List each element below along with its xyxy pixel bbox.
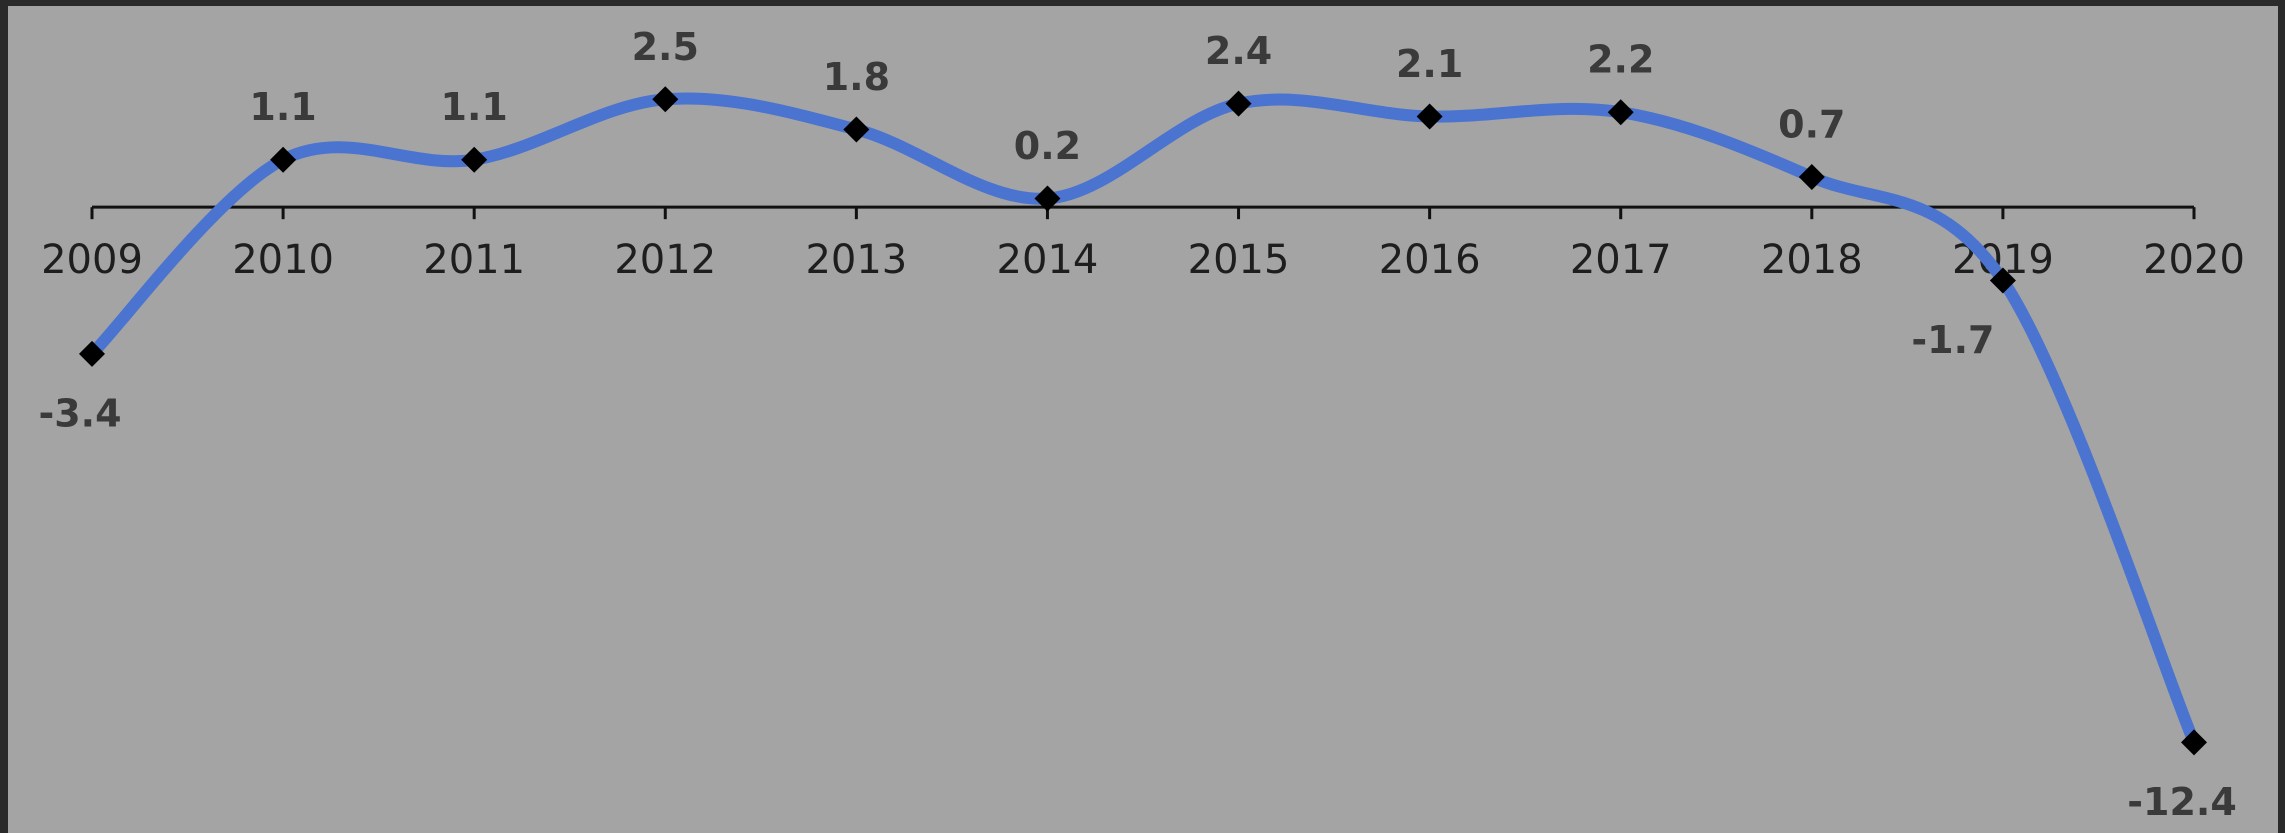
x-tick-label: 2010 [232,237,334,283]
value-label: 2.5 [632,25,699,69]
x-tick-label: 2012 [614,237,716,283]
value-label: -12.4 [2127,780,2237,824]
value-label: 1.1 [441,85,508,129]
x-tick-label: 2018 [1761,237,1863,283]
x-tick-label: 2020 [2143,237,2245,283]
value-label: 1.8 [823,55,890,99]
value-label: -3.4 [38,391,121,435]
page: {"chart_data": {"type": "line", "x": [20… [0,0,2285,833]
value-label: 0.7 [1778,102,1845,146]
value-label: 2.1 [1396,42,1463,86]
x-tick-label: 2015 [1188,237,1290,283]
x-tick-label: 2013 [805,237,907,283]
x-tick-label: 2016 [1379,237,1481,283]
x-tick-label: 2011 [423,237,525,283]
x-tick-label: 2017 [1570,237,1672,283]
chart: 2009 2010 2011 2012 2013 2014 2015 2016 2017 2018… [0,0,2285,833]
x-tick-label: 2014 [997,237,1099,283]
value-label: 2.4 [1205,29,1272,73]
value-label: 2.2 [1587,38,1654,82]
background-overlay [8,6,2278,833]
value-label: 0.2 [1014,124,1081,168]
value-label: -1.7 [1911,318,1994,362]
value-label: 1.1 [249,85,316,129]
x-tick-label: 2009 [41,237,143,283]
